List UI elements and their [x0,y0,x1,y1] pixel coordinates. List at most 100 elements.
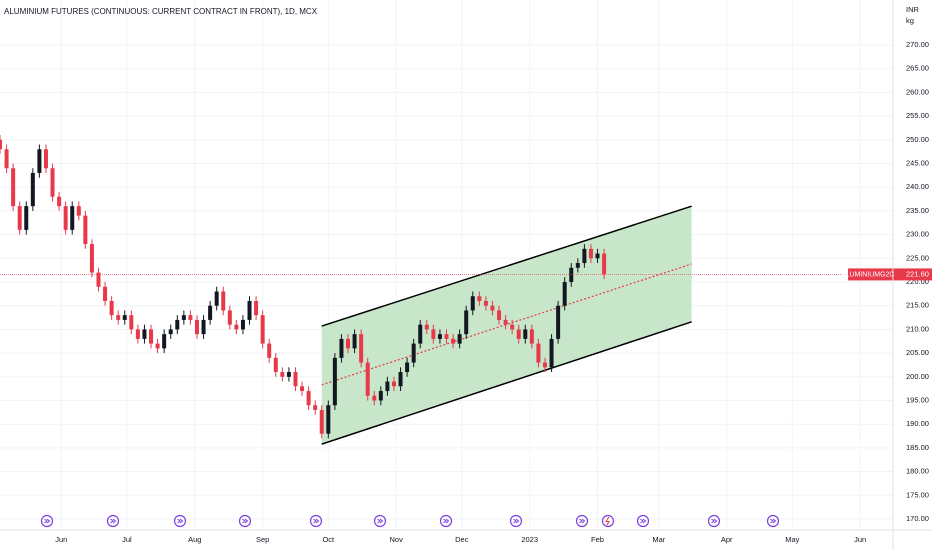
candle-body [562,282,567,306]
event-icon-glyph [110,518,117,524]
candle-body [234,324,239,330]
axes: 170.00 175.00 180.00 185.00 190.00 195.00 200.… [0,40,932,544]
candle-body [352,334,357,349]
candle-body [37,149,42,173]
candles [0,135,607,439]
candle-body [418,324,423,344]
event-icon-glyph [44,518,51,524]
candle-body [326,405,331,434]
event-icon-glyph [242,518,249,524]
candle-body [595,253,600,259]
candle-body [135,329,140,339]
candle-body [575,263,580,268]
candle-body [497,310,502,320]
event-icon-glyph [711,518,718,524]
candle-body [372,395,377,401]
x-tick-label: Nov [389,535,403,544]
y-tick-label: 245.00 [906,158,929,167]
candle-body [188,315,193,320]
candle-body [451,338,456,344]
candle-body [464,310,469,335]
candle-body [227,310,232,325]
channel [321,205,692,445]
channel-line [321,321,692,445]
candle-body [254,300,259,316]
candle-body [411,343,416,363]
candle-body [483,300,488,306]
candle-body [11,168,16,207]
currency: INR [906,5,920,14]
candle-body [155,343,160,349]
event-icon-glyph [313,518,320,524]
candle-body [300,386,305,392]
candle-body [267,343,272,358]
candle-body [431,329,436,339]
candle-body [30,172,35,207]
event-icon-glyph [377,518,384,524]
candle-body [24,206,29,230]
y-tick-label: 225.00 [906,253,929,262]
symbol-box [848,268,894,281]
candle-body [208,305,213,320]
candle-body [319,409,324,434]
candle-body [240,319,245,330]
event-icon-glyph [640,518,647,524]
candle-body [444,334,449,339]
candle-body [83,215,88,245]
candle-body [602,253,607,275]
candle-body [273,357,278,373]
x-tick-label: Jul [122,535,132,544]
candle-body [523,329,528,339]
x-tick-label: Mar [652,535,665,544]
candle-body [536,343,541,363]
candle-body [569,267,574,282]
candle-body [116,315,121,320]
candle-body [378,391,383,401]
candle-body [391,381,396,387]
x-tick-label: May [785,535,799,544]
candle-body [122,315,127,320]
candle-body [214,291,219,306]
candle-body [149,329,154,344]
candle-body [286,372,291,377]
candle-body [510,324,515,330]
candle-body [529,329,534,344]
candle-body [332,357,337,406]
candle-body [50,168,55,197]
candle-body [247,300,252,320]
candle-body [221,291,226,311]
candle-body [168,329,173,335]
candle-body [142,329,147,339]
candle-body [339,338,344,358]
candle-body [194,319,199,335]
candle-body [4,149,9,169]
candle-body [89,244,94,273]
candle-body [313,405,318,410]
candle-body [470,296,475,311]
candle-body [503,319,508,325]
y-tick-label: 185.00 [906,443,929,452]
event-icon-glyph [177,518,184,524]
y-tick-label: 220.00 [906,277,929,286]
candle-body [516,329,521,339]
last-price-label: 221.60 [906,269,929,278]
x-tick-label: Aug [188,535,201,544]
candle-body [385,381,390,392]
candle-body [549,338,554,368]
y-tick-label: 230.00 [906,230,929,239]
channel-line [321,205,692,327]
candle-body [398,372,403,387]
candle-body [582,248,587,264]
event-icon-glyph [770,518,777,524]
y-tick-label: 175.00 [906,490,929,499]
y-tick-label: 205.00 [906,348,929,357]
candle-body [201,319,206,335]
candle-body [542,362,547,368]
chart-title: ALUMINIUM FUTURES (CONTINUOUS: CURRENT C… [4,7,318,16]
channel-area [321,206,692,445]
candle-body [293,372,298,387]
event-icon-glyph [579,518,586,524]
candle-body [17,206,22,230]
y-tick-label: 215.00 [906,301,929,310]
x-tick-label: 2023 [521,535,538,544]
